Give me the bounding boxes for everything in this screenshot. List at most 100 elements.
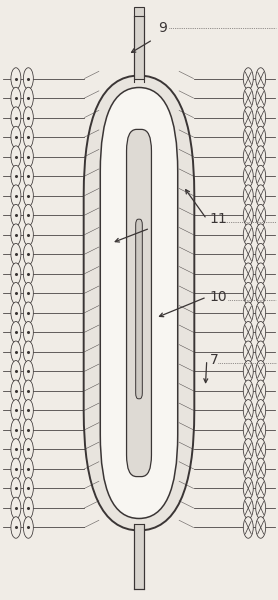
Circle shape: [243, 400, 253, 421]
Circle shape: [256, 478, 266, 499]
Circle shape: [256, 458, 266, 479]
Circle shape: [11, 263, 21, 284]
Circle shape: [243, 361, 253, 382]
Circle shape: [11, 87, 21, 109]
Circle shape: [11, 439, 21, 460]
Circle shape: [11, 185, 21, 206]
Circle shape: [11, 126, 21, 148]
Circle shape: [23, 185, 33, 206]
Circle shape: [256, 517, 266, 538]
Circle shape: [256, 283, 266, 304]
Circle shape: [243, 205, 253, 226]
Circle shape: [243, 126, 253, 148]
Circle shape: [243, 87, 253, 109]
Circle shape: [256, 302, 266, 323]
Circle shape: [11, 166, 21, 187]
Circle shape: [23, 107, 33, 128]
Circle shape: [256, 166, 266, 187]
Circle shape: [23, 205, 33, 226]
Circle shape: [243, 68, 253, 89]
Bar: [134, 7, 144, 79]
Circle shape: [256, 87, 266, 109]
Circle shape: [11, 497, 21, 519]
Circle shape: [11, 517, 21, 538]
Circle shape: [243, 517, 253, 538]
Circle shape: [256, 322, 266, 343]
Circle shape: [256, 68, 266, 89]
Circle shape: [23, 146, 33, 167]
Circle shape: [243, 302, 253, 323]
Circle shape: [243, 263, 253, 284]
Circle shape: [11, 283, 21, 304]
Circle shape: [256, 107, 266, 128]
Circle shape: [256, 341, 266, 362]
Circle shape: [23, 478, 33, 499]
Circle shape: [256, 244, 266, 265]
Circle shape: [23, 283, 33, 304]
Circle shape: [11, 341, 21, 362]
Circle shape: [243, 185, 253, 206]
Circle shape: [11, 361, 21, 382]
Circle shape: [11, 400, 21, 421]
FancyBboxPatch shape: [100, 88, 178, 518]
Circle shape: [11, 478, 21, 499]
Circle shape: [23, 322, 33, 343]
Circle shape: [256, 126, 266, 148]
Circle shape: [23, 302, 33, 323]
Circle shape: [11, 146, 21, 167]
Circle shape: [23, 439, 33, 460]
Circle shape: [11, 419, 21, 440]
Circle shape: [243, 419, 253, 440]
Circle shape: [243, 458, 253, 479]
Bar: [134, 524, 144, 589]
Circle shape: [23, 263, 33, 284]
Circle shape: [256, 400, 266, 421]
Circle shape: [243, 497, 253, 519]
Circle shape: [243, 322, 253, 343]
Circle shape: [11, 322, 21, 343]
Circle shape: [243, 224, 253, 245]
Circle shape: [11, 224, 21, 245]
Circle shape: [256, 439, 266, 460]
Circle shape: [11, 458, 21, 479]
Circle shape: [243, 283, 253, 304]
Circle shape: [23, 224, 33, 245]
Circle shape: [23, 400, 33, 421]
Circle shape: [23, 497, 33, 519]
Circle shape: [11, 380, 21, 401]
Circle shape: [256, 419, 266, 440]
Circle shape: [11, 205, 21, 226]
Circle shape: [23, 166, 33, 187]
Circle shape: [23, 244, 33, 265]
Circle shape: [243, 380, 253, 401]
Circle shape: [23, 517, 33, 538]
Text: 10: 10: [210, 290, 227, 304]
Text: 11: 11: [210, 212, 227, 226]
Circle shape: [11, 302, 21, 323]
Text: 9: 9: [158, 20, 167, 35]
Circle shape: [256, 146, 266, 167]
Circle shape: [256, 497, 266, 519]
Circle shape: [243, 107, 253, 128]
Circle shape: [11, 68, 21, 89]
Circle shape: [256, 205, 266, 226]
Circle shape: [256, 380, 266, 401]
Circle shape: [23, 419, 33, 440]
Text: 7: 7: [210, 353, 218, 367]
Circle shape: [243, 478, 253, 499]
Circle shape: [23, 380, 33, 401]
Circle shape: [23, 361, 33, 382]
Circle shape: [256, 185, 266, 206]
Circle shape: [256, 361, 266, 382]
Circle shape: [23, 126, 33, 148]
Circle shape: [23, 68, 33, 89]
Circle shape: [23, 87, 33, 109]
Circle shape: [23, 458, 33, 479]
FancyBboxPatch shape: [84, 76, 194, 530]
Circle shape: [243, 341, 253, 362]
Circle shape: [23, 341, 33, 362]
Circle shape: [11, 107, 21, 128]
Circle shape: [256, 224, 266, 245]
Circle shape: [243, 146, 253, 167]
Circle shape: [11, 244, 21, 265]
